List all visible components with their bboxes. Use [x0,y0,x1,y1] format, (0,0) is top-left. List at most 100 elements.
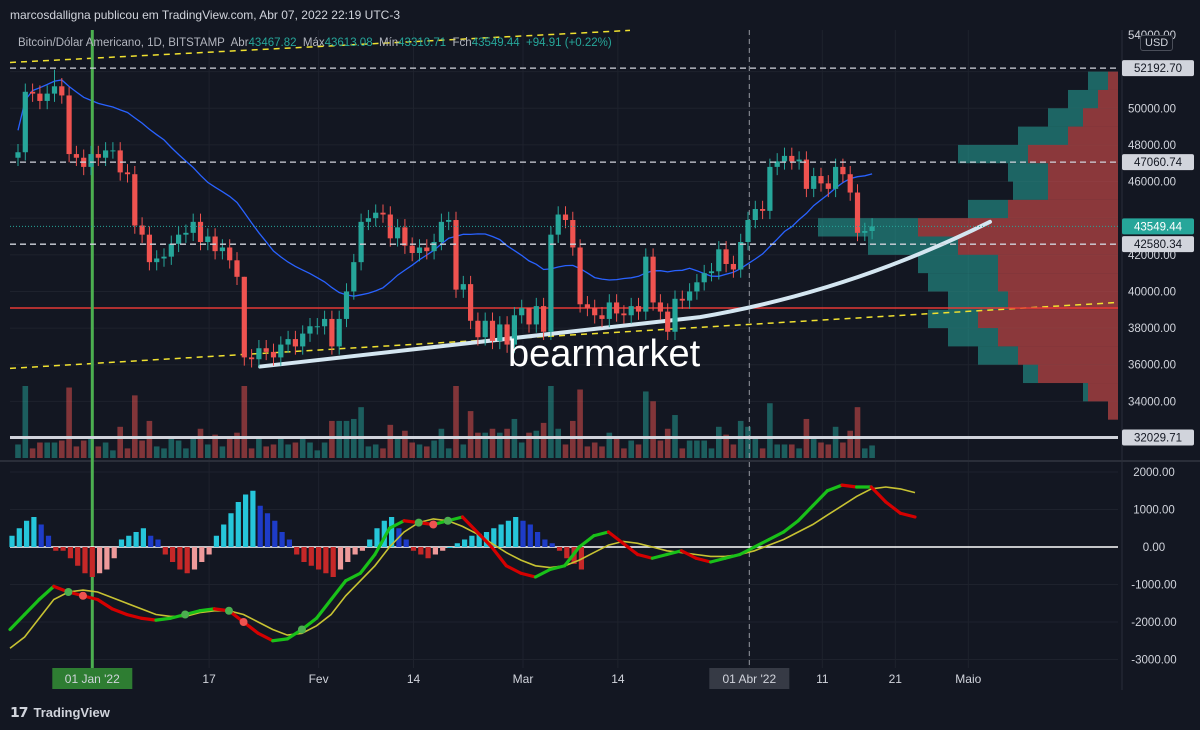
volume-bar [431,440,437,458]
volume-bar [336,420,342,458]
histogram-bar [118,539,125,547]
volume-bar [701,440,707,458]
candle-body [825,183,831,189]
histogram-bar [520,520,526,547]
candle-body [752,209,758,221]
volume-bar [810,436,817,458]
volume-bar [840,442,846,458]
histogram-bar [235,502,241,547]
volume-bar [869,445,875,458]
candle-body [570,220,576,248]
histogram-bar [97,547,103,574]
volume-bar [613,438,620,458]
volume-bar [372,444,379,458]
open-label: Abr [230,37,249,49]
histogram-bar [301,547,307,562]
candle-body [358,221,364,263]
volume-bar [168,436,175,458]
volume-bar [781,444,788,458]
candle-body [760,209,766,211]
volume-bar [95,446,102,458]
osc-tick-label: -1000.00 [1131,580,1176,592]
macd-segment [679,549,698,560]
macd-segment [154,616,173,622]
volume-bar [161,448,167,458]
profile-up-bin [1068,89,1098,109]
histogram-bar [199,547,205,562]
candle-body [66,95,72,155]
histogram-bar [9,535,15,547]
candle-body [665,311,671,332]
volume-bar [153,446,160,458]
volume-bar [80,440,87,458]
macd-segment [256,631,275,643]
publisher-caption: marcosdalligna publicou em TradingView.c… [10,8,400,22]
candle-body [103,150,109,158]
histogram-bar [126,535,132,547]
histogram-bar [75,547,81,566]
candle-body [592,307,598,316]
level-label-bg [1122,429,1194,446]
last-price-label-bg [1122,218,1194,235]
volume-bar [789,444,795,458]
candle-body [716,249,722,272]
volume-bar [570,420,576,458]
currency-button[interactable]: USD [1140,35,1174,51]
histogram-bar [191,547,198,570]
histogram-bar [425,547,431,559]
candle-body [811,176,817,189]
histogram-bar [272,520,278,547]
volume-bar [234,432,240,458]
macd-segment [329,579,348,602]
candle-body [154,258,160,263]
volume-bar [329,420,335,458]
candle-body [146,234,152,263]
macd-segment [37,584,56,602]
candle-body [44,93,50,101]
volume-bar [686,440,693,458]
brand-name: TradingView [33,705,110,720]
profile-down-bin [1083,108,1118,127]
profile-up-bin [1008,163,1048,182]
volume-bar [248,448,255,458]
low-value: 43310.71 [398,37,447,49]
volume-bar [540,422,547,458]
time-tick-label: 01 Jan '22 [65,672,120,686]
macd-segment [344,571,362,583]
histogram-bar [410,547,417,551]
volume-bar [146,420,153,458]
osc-tick-label: 0.00 [1143,542,1165,554]
histogram-bar [491,528,497,547]
profile-down-bin [958,236,1118,255]
horizontal-levels: 52192.70 47060.74 42580.34 32029.71 43549.44 [10,60,1194,446]
volume-bar [226,436,233,458]
volume-bar [497,432,503,458]
profile-up-bin [1083,383,1088,402]
profile-down-bin [1028,144,1118,164]
histogram-bar [403,539,409,547]
volume-bar [475,432,481,458]
histogram-bar [476,533,482,547]
candle-body [424,247,430,252]
histogram-bar [177,547,183,570]
volume-bar [745,426,751,458]
volume-bar [212,434,218,458]
volume-bar [628,440,634,458]
level-label-bg [1122,60,1194,77]
candle-body [745,220,751,242]
macd-segment [563,545,581,568]
profile-down-bin [918,218,1118,237]
volume-bar [110,450,116,458]
macd-segment [767,530,786,542]
volume-bar [606,432,613,458]
volume-bar [29,448,36,458]
trend-curve [258,219,992,369]
crossover-marker [443,516,452,525]
macd-segment [723,552,742,560]
candle-body [395,227,401,239]
candle-body [409,245,415,253]
candle-body [614,302,620,314]
macd-segment [490,545,508,568]
candle-body [738,241,744,270]
